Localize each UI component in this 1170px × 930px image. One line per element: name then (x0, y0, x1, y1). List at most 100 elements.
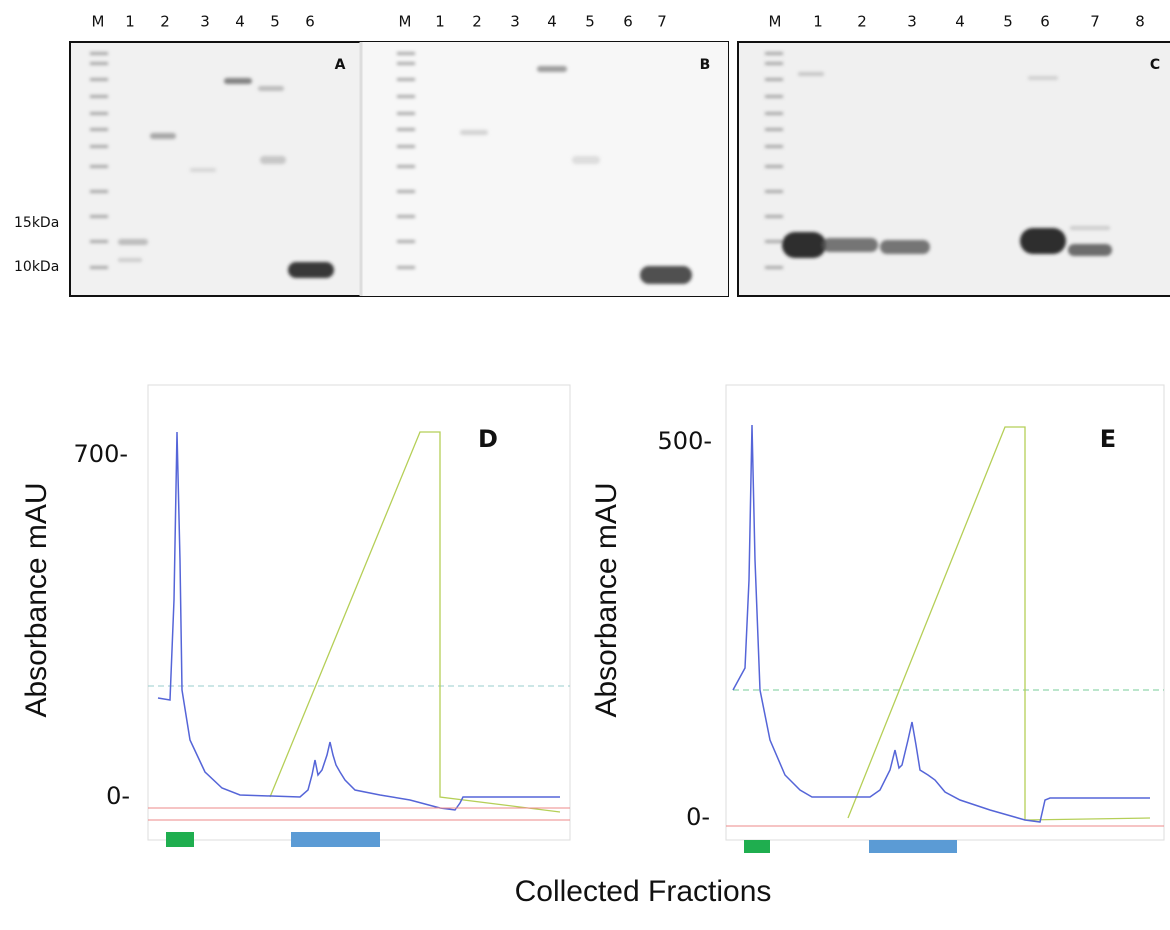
lane-label: 6 (305, 13, 315, 31)
ladder-band (765, 215, 783, 218)
protein-band (260, 156, 286, 164)
lane-label: 7 (1090, 13, 1100, 31)
plot-frame (725, 384, 1165, 841)
ladder-band (397, 112, 415, 115)
ladder-band (765, 62, 783, 65)
protein-band (822, 238, 878, 252)
ladder-band (90, 95, 108, 98)
protein-band (572, 156, 600, 164)
protein-band (1068, 244, 1112, 256)
ladder-band (765, 78, 783, 81)
gradient-trace (269, 431, 561, 813)
protein-band (1028, 76, 1058, 80)
protein-band (150, 133, 176, 139)
absorbance-trace (732, 424, 1150, 823)
lane-label: 5 (270, 13, 280, 31)
ladder-band (90, 240, 108, 243)
protein-band (537, 66, 567, 72)
ladder-band (765, 128, 783, 131)
ladder-band (90, 52, 108, 55)
ladder-band (90, 266, 108, 269)
ladder-band (90, 112, 108, 115)
panel-label: D (478, 425, 498, 453)
lane-label: 4 (955, 13, 965, 31)
ladder-band (765, 266, 783, 269)
gel-b (362, 42, 728, 296)
fraction-range (744, 840, 770, 853)
ladder-band (90, 165, 108, 168)
lane-label: 2 (160, 13, 170, 31)
ladder-band (90, 62, 108, 65)
ladder-band (765, 112, 783, 115)
lane-label: 1 (125, 13, 135, 31)
lane-label: 8 (1135, 13, 1145, 31)
y-tick-label: 700- (74, 440, 128, 468)
panel-label: B (700, 57, 711, 73)
lane-label: 2 (472, 13, 482, 31)
lane-label: 3 (200, 13, 210, 31)
bands (90, 52, 1112, 284)
lane-label: 1 (435, 13, 445, 31)
fraction-range (869, 840, 957, 853)
y-tick-label: 0- (686, 803, 710, 831)
lane-label: M (769, 13, 782, 31)
ladder-band (397, 52, 415, 55)
lane-label: 3 (907, 13, 917, 31)
protein-band (288, 262, 334, 278)
y-tick-label: 0- (106, 782, 130, 810)
protein-band (1070, 226, 1110, 230)
protein-band (782, 232, 826, 258)
protein-band (880, 240, 930, 254)
ladder-band (397, 78, 415, 81)
lane-label: 6 (623, 13, 633, 31)
y-axis-title: Absorbance mAU (20, 482, 53, 717)
ladder-band (765, 240, 783, 243)
protein-band (460, 130, 488, 135)
fraction-range (291, 832, 380, 847)
lane-label: M (92, 13, 105, 31)
ladder-band (397, 128, 415, 131)
ladder-band (397, 215, 415, 218)
ladder-band (397, 266, 415, 269)
lane-label: 4 (547, 13, 557, 31)
lane-label: 5 (585, 13, 595, 31)
protein-band (224, 78, 252, 84)
fraction-range (166, 832, 194, 847)
lane-label: 6 (1040, 13, 1050, 31)
panel-label: A (335, 57, 346, 73)
protein-band (640, 266, 692, 284)
ladder-band (765, 190, 783, 193)
ladder-band (90, 128, 108, 131)
protein-band (118, 239, 148, 245)
ladder-band (397, 95, 415, 98)
protein-band (798, 72, 824, 76)
ladder-band (90, 145, 108, 148)
ladder-band (397, 165, 415, 168)
ladder-band (765, 95, 783, 98)
lane-label: 2 (857, 13, 867, 31)
protein-band (118, 258, 142, 262)
ladder-band (90, 215, 108, 218)
ladder-band (765, 52, 783, 55)
panel-label: C (1150, 57, 1160, 73)
ladder-band (765, 165, 783, 168)
ladder-band (90, 190, 108, 193)
ladder-band (397, 145, 415, 148)
ladder-band (765, 145, 783, 148)
y-axis-title: Absorbance mAU (590, 482, 623, 717)
marker-label: 15kDa (14, 215, 59, 231)
lane-label: 4 (235, 13, 245, 31)
panel-label: E (1100, 425, 1116, 453)
ladder-band (397, 190, 415, 193)
protein-band (258, 86, 284, 91)
marker-label: 10kDa (14, 259, 59, 275)
plot-frame (147, 384, 571, 841)
lane-label: M (399, 13, 412, 31)
lane-label: 3 (510, 13, 520, 31)
lane-label: 1 (813, 13, 823, 31)
y-tick-label: 500- (658, 427, 712, 455)
lane-label: 7 (657, 13, 667, 31)
protein-band (190, 168, 216, 172)
ladder-band (397, 240, 415, 243)
